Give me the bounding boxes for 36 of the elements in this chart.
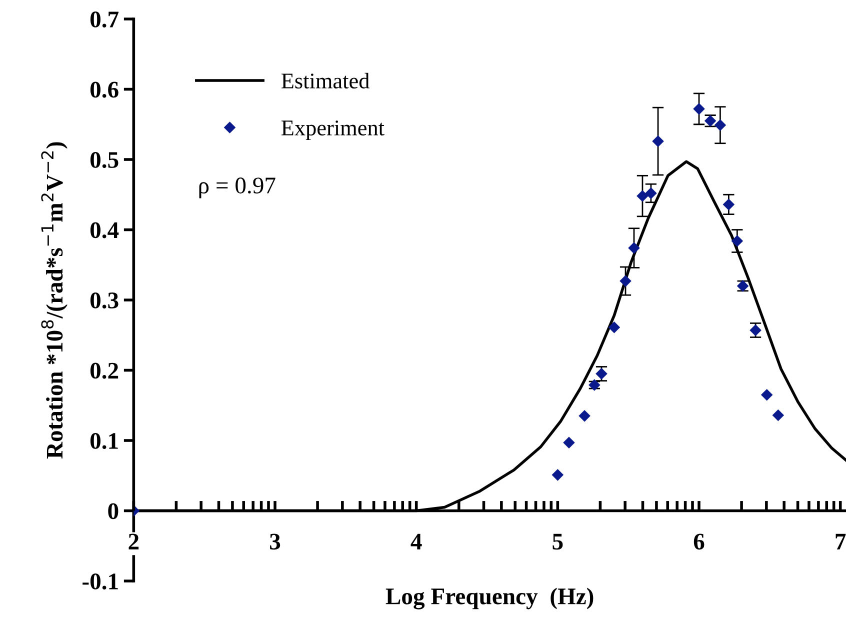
point — [693, 103, 705, 115]
y-tick-label: 0.4 — [90, 222, 119, 238]
point — [750, 324, 762, 336]
y-tick-label: 0.5 — [90, 152, 118, 168]
point — [578, 410, 590, 422]
point — [645, 188, 657, 199]
point — [652, 136, 664, 147]
y-tick-label: 0.6 — [90, 82, 118, 98]
x-tick-label: 2 — [128, 534, 139, 550]
point — [723, 198, 734, 210]
y-tick-label: 0.7 — [90, 11, 119, 28]
x-tick-label: 7 — [836, 534, 846, 550]
text: Rotation *10$^{8}$/(rad*s$^{−1}$m$^{2}$V$^{−2}$) — [41, 142, 68, 459]
y-tick-label: 0 — [108, 503, 118, 520]
x-tick-label: 4 — [410, 534, 422, 550]
point — [772, 410, 784, 421]
x-tick-label: 5 — [552, 534, 563, 550]
x-tick-label: 3 — [270, 534, 280, 550]
point — [714, 119, 726, 131]
legend-label: Experiment — [281, 120, 384, 140]
point — [608, 322, 620, 334]
x-tick-label: 6 — [694, 534, 704, 550]
point — [563, 437, 575, 448]
annotation: ρ = 0.97 — [199, 178, 276, 198]
legend-label: Estimated — [281, 72, 370, 88]
point — [628, 242, 640, 254]
y-tick-label: -0.1 — [82, 574, 118, 590]
y-tick-label: 0.3 — [90, 292, 118, 309]
point — [552, 469, 564, 481]
point — [636, 190, 648, 202]
point — [620, 275, 632, 287]
point — [732, 235, 743, 247]
x-axis-title: Log Frequency (Hz) — [386, 588, 594, 610]
y-tick-label: 0.1 — [90, 432, 118, 450]
y-tick-label: 0.2 — [90, 362, 118, 379]
point — [761, 389, 772, 400]
